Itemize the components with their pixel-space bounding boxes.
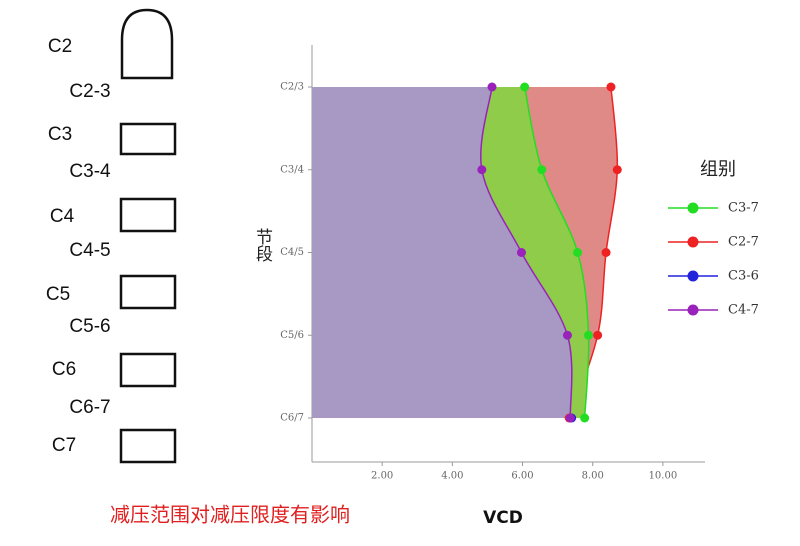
diagram-label: C2-3 xyxy=(69,81,110,102)
y-axis-label: 节段 xyxy=(252,228,273,262)
point xyxy=(562,330,572,340)
x-tick-label: 4.00 xyxy=(441,471,463,482)
y-tick-label: C6/7 xyxy=(280,413,304,424)
area xyxy=(312,87,572,418)
y-tick-label: C3/4 xyxy=(280,164,304,175)
diagram-label: C5-6 xyxy=(69,316,110,337)
point xyxy=(477,165,487,175)
x-tick-label: 10.00 xyxy=(649,471,678,482)
vertebra-shape xyxy=(119,352,177,388)
legend-label: C3-6 xyxy=(728,269,759,284)
diagram-label: C4-5 xyxy=(69,240,110,261)
point xyxy=(565,413,575,423)
vertebra-shape xyxy=(119,274,177,310)
spine-diagram xyxy=(119,8,177,464)
legend-marker xyxy=(687,236,699,248)
x-axis-label: VCD xyxy=(483,508,523,528)
point xyxy=(580,413,590,423)
legend-marker xyxy=(687,304,699,316)
point xyxy=(573,248,583,257)
diagram-label: C3 xyxy=(48,124,72,145)
point xyxy=(606,82,616,92)
diagram-label: C6 xyxy=(52,359,76,380)
legend-label: C2-7 xyxy=(728,235,759,250)
y-tick-label: C5/6 xyxy=(280,330,304,341)
point xyxy=(601,248,611,257)
point xyxy=(516,248,526,257)
point xyxy=(593,330,603,340)
y-tick-label: C2/3 xyxy=(280,82,304,93)
vertebra-shape xyxy=(120,8,174,80)
diagram-label: C5 xyxy=(46,284,70,305)
point xyxy=(487,82,497,92)
caption: 减压范围对减压限度有影响 xyxy=(110,503,350,527)
vertebra-shape xyxy=(119,428,177,464)
vertebra-shape xyxy=(119,122,177,156)
diagram-label: C7 xyxy=(52,435,76,456)
y-tick-label: C4/5 xyxy=(280,247,304,258)
legend-marker xyxy=(687,202,699,214)
legend-marker xyxy=(687,270,699,282)
point xyxy=(612,165,622,175)
point xyxy=(584,330,594,340)
legend-title: 组别 xyxy=(700,159,736,180)
point xyxy=(520,82,530,92)
diagram-label: C3-4 xyxy=(69,161,111,182)
diagram-label: C4 xyxy=(50,206,75,227)
point xyxy=(537,165,547,175)
x-tick-label: 2.00 xyxy=(371,471,393,482)
diagram-label: C6-7 xyxy=(69,397,110,418)
x-tick-label: 6.00 xyxy=(511,471,533,482)
vertebra-shape xyxy=(119,197,177,233)
legend-label: C3-7 xyxy=(728,201,759,216)
diagram-label: C2 xyxy=(48,36,72,57)
x-tick-label: 8.00 xyxy=(582,471,604,482)
legend-label: C4-7 xyxy=(728,303,759,318)
